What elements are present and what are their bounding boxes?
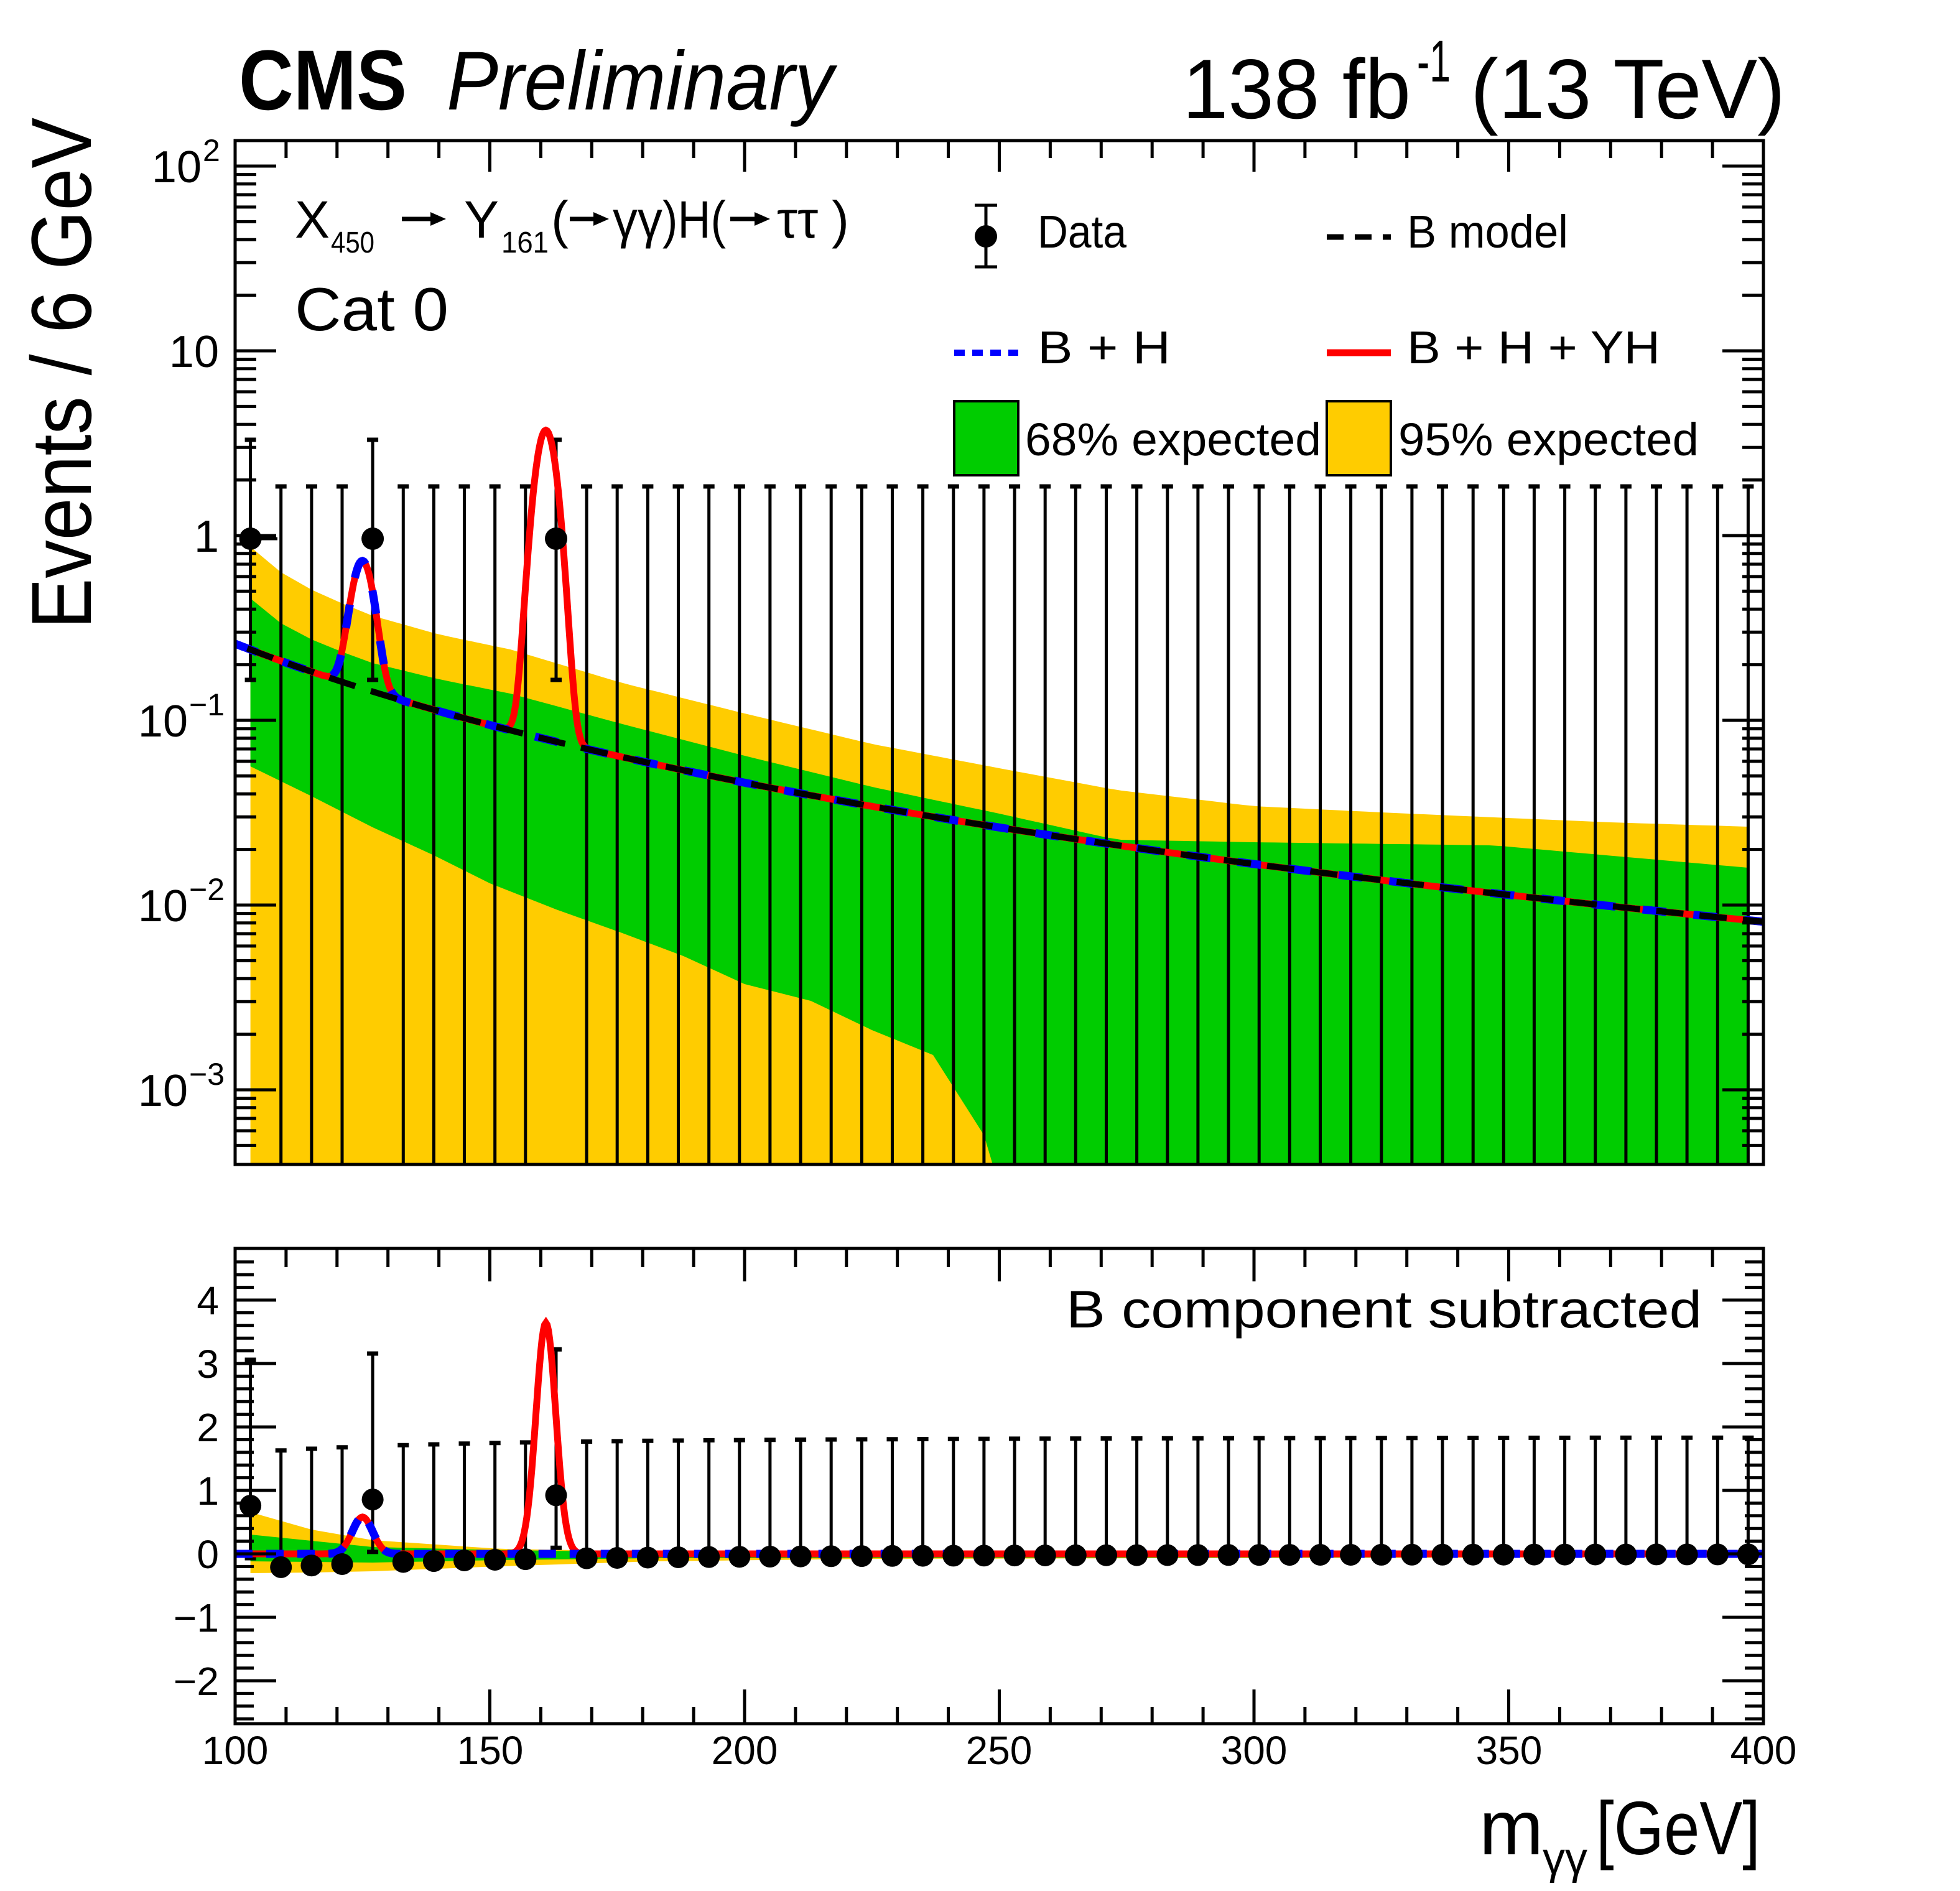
svg-text:)H(: )H( xyxy=(662,190,726,249)
svg-text:X: X xyxy=(295,190,330,249)
svg-text:-1: -1 xyxy=(1417,29,1451,95)
svg-text:): ) xyxy=(832,190,849,249)
svg-text:10: 10 xyxy=(138,1066,188,1116)
svg-text:B component subtracted: B component subtracted xyxy=(1066,1280,1702,1339)
svg-text:10: 10 xyxy=(138,697,188,746)
svg-text:3: 3 xyxy=(197,1342,219,1387)
svg-text:2: 2 xyxy=(197,1405,219,1450)
svg-text:m: m xyxy=(1479,1785,1543,1871)
svg-text:Y: Y xyxy=(464,190,499,249)
svg-text:−3: −3 xyxy=(189,1057,225,1092)
svg-text:[GeV]: [GeV] xyxy=(1596,1786,1760,1870)
svg-text:350: 350 xyxy=(1476,1728,1543,1773)
svg-text:Data: Data xyxy=(1038,206,1127,258)
svg-text:γγ: γγ xyxy=(1543,1834,1587,1884)
svg-text:B + H: B + H xyxy=(1038,322,1171,373)
svg-text:400: 400 xyxy=(1730,1728,1797,1773)
svg-text:−1: −1 xyxy=(174,1596,219,1640)
svg-text:ττ: ττ xyxy=(777,190,818,249)
svg-text:1: 1 xyxy=(197,1469,219,1513)
svg-text:2: 2 xyxy=(203,133,220,168)
svg-text:10: 10 xyxy=(169,327,219,377)
svg-text:−2: −2 xyxy=(189,872,225,907)
svg-text:95% expected: 95% expected xyxy=(1398,414,1699,465)
svg-text:450: 450 xyxy=(331,226,374,259)
svg-text:Events / 6 GeV: Events / 6 GeV xyxy=(14,118,109,629)
svg-text:−2: −2 xyxy=(174,1659,219,1704)
svg-text:−1: −1 xyxy=(189,687,225,722)
svg-text:250: 250 xyxy=(966,1728,1033,1773)
svg-text:138 fb: 138 fb xyxy=(1182,42,1411,136)
svg-text:100: 100 xyxy=(202,1728,269,1773)
svg-text:γγ: γγ xyxy=(613,190,662,249)
svg-text:CMS: CMS xyxy=(239,33,407,128)
svg-text:(13 TeV): (13 TeV) xyxy=(1470,42,1785,136)
svg-text:200: 200 xyxy=(712,1728,778,1773)
svg-text:(: ( xyxy=(551,190,569,249)
svg-text:68% expected: 68% expected xyxy=(1025,414,1321,465)
svg-text:0: 0 xyxy=(197,1532,219,1577)
svg-text:300: 300 xyxy=(1221,1728,1288,1773)
svg-text:10: 10 xyxy=(138,881,188,931)
svg-text:4: 4 xyxy=(197,1278,219,1323)
svg-text:B model: B model xyxy=(1407,206,1568,258)
svg-text:150: 150 xyxy=(457,1728,524,1773)
svg-text:10: 10 xyxy=(152,142,202,192)
svg-text:Preliminary: Preliminary xyxy=(447,35,837,128)
svg-text:B + H + YH: B + H + YH xyxy=(1407,322,1660,373)
svg-text:Cat 0: Cat 0 xyxy=(295,275,448,343)
svg-text:161: 161 xyxy=(501,226,549,259)
svg-text:1: 1 xyxy=(194,512,219,562)
